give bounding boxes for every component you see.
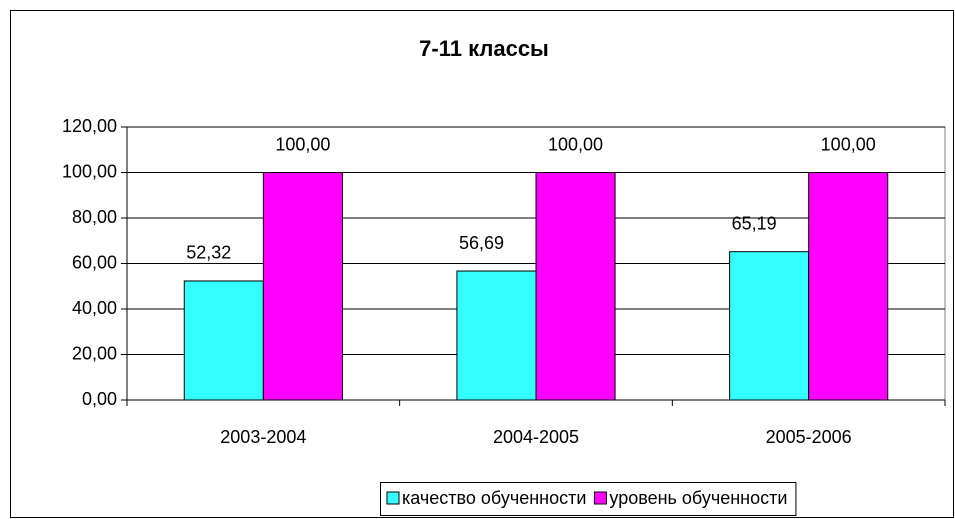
y-tick-label: 20,00 — [72, 343, 117, 363]
x-tick-label: 2005-2006 — [766, 427, 852, 447]
chart-title: 7-11 классы — [419, 36, 549, 61]
legend-swatch — [386, 491, 400, 505]
value-label: 65,19 — [732, 213, 777, 233]
value-label: 100,00 — [821, 134, 876, 154]
y-tick-label: 80,00 — [72, 207, 117, 227]
bar — [808, 172, 889, 401]
y-tick-label: 60,00 — [72, 252, 117, 272]
legend-label: уровень обученности — [609, 488, 787, 508]
y-tick-label: 100,00 — [62, 161, 117, 181]
x-tick-label: 2003-2004 — [220, 427, 306, 447]
y-tick-label: 0,00 — [82, 389, 117, 409]
value-label: 100,00 — [275, 134, 330, 154]
value-label: 100,00 — [548, 134, 603, 154]
y-tick-label: 40,00 — [72, 298, 117, 318]
y-tick-label: 120,00 — [62, 116, 117, 136]
bar — [535, 172, 616, 401]
bar — [456, 270, 537, 401]
bar — [183, 280, 264, 401]
bar — [729, 251, 810, 401]
legend — [380, 482, 797, 516]
legend-label: качество обученности — [402, 488, 586, 508]
value-label: 52,32 — [186, 243, 231, 263]
value-label: 56,69 — [459, 233, 504, 253]
x-tick-label: 2004-2005 — [493, 427, 579, 447]
legend-swatch — [593, 491, 607, 505]
bar — [262, 172, 343, 401]
